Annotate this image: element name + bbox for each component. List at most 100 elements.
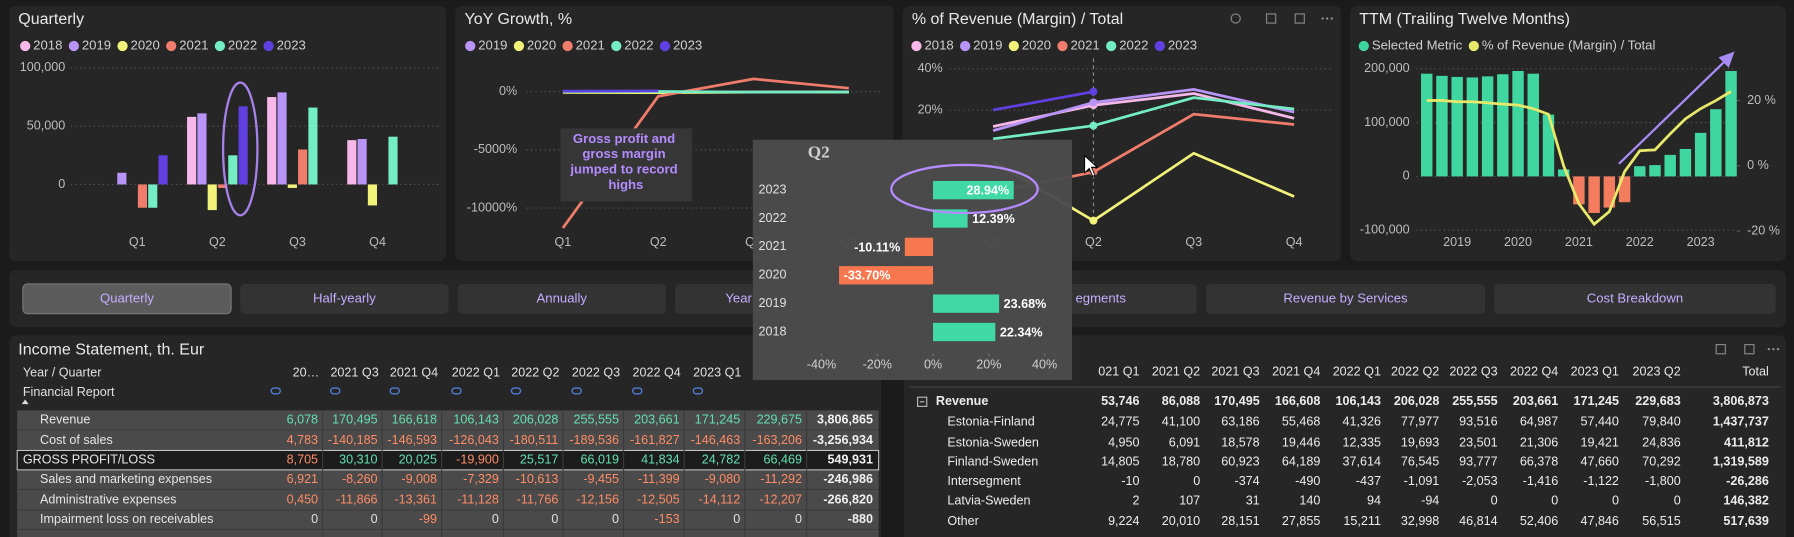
tab-button[interactable] <box>1205 283 1486 314</box>
tab-label: Year <box>725 290 752 305</box>
more-icon <box>1330 17 1333 20</box>
column-header: 2022 Q4 <box>1510 364 1558 378</box>
line <box>992 88 1295 132</box>
table-cell: -126,043 <box>449 433 499 447</box>
point <box>1089 216 1098 225</box>
more-icon <box>1767 348 1770 351</box>
y-tick-label: 2020 <box>759 268 787 282</box>
legend-label: 2018 <box>33 37 62 52</box>
line <box>992 90 1094 112</box>
table-cell: 19,421 <box>1580 435 1618 449</box>
legend-label: 2022 <box>1119 37 1148 52</box>
x-tick-label: 2022 <box>1626 235 1654 249</box>
table-cell: 171,245 <box>1573 394 1618 408</box>
table-cell: 14,805 <box>1101 455 1139 469</box>
table-cell: 0 <box>1674 494 1681 508</box>
bar <box>207 184 217 211</box>
legend-label: 2021 <box>179 37 208 52</box>
table-cell: 4,950 <box>1108 435 1139 449</box>
table-cell: 18,780 <box>1162 455 1200 469</box>
table-cell: 3,806,865 <box>817 412 873 426</box>
tab-button[interactable] <box>1494 283 1776 314</box>
tab-label: Revenue by Services <box>1283 290 1408 305</box>
table-cell: 15,211 <box>1343 514 1381 528</box>
table-cell: 140 <box>1299 494 1320 508</box>
row-label: Estonia-Sweden <box>947 435 1039 449</box>
table-cell: -3,256,934 <box>813 433 873 447</box>
x-tick-label: Q3 <box>1185 235 1202 249</box>
bar <box>1634 166 1646 177</box>
table-cell: 6,078 <box>287 412 318 426</box>
table-cell: 203,661 <box>1513 394 1558 408</box>
y-tick-label: 0 <box>58 177 65 191</box>
legend-swatch <box>1358 40 1369 52</box>
table-cell: -11,128 <box>457 493 499 507</box>
legend-label: 2022 <box>228 37 257 52</box>
table-cell: 0 <box>1193 474 1200 488</box>
legend-swatch <box>1057 40 1068 52</box>
table-cell: -2,053 <box>1462 474 1498 488</box>
table-cell: 146,382 <box>1723 494 1768 508</box>
row-label: Estonia-Finland <box>947 415 1034 429</box>
bar <box>1451 76 1463 177</box>
y-tick-label: -5000% <box>474 142 517 156</box>
column-header: 2022 Q2 <box>1391 364 1439 378</box>
table-cell: -490 <box>1295 474 1320 488</box>
table-cell: 229,683 <box>1635 394 1680 408</box>
table-cell: -163,206 <box>752 433 802 447</box>
bar <box>1466 77 1479 177</box>
y-tick-label: 0 <box>1403 169 1410 183</box>
tooltip-title: Q2 <box>808 142 830 161</box>
table-cell: 20,025 <box>399 452 437 466</box>
highlight-ellipse <box>221 81 259 217</box>
panel <box>9 5 447 262</box>
trend-arrow <box>1618 58 1728 165</box>
table-cell: 9,224 <box>1108 514 1139 528</box>
y-tick-label: 2023 <box>759 182 787 196</box>
table-cell: 6,091 <box>1169 435 1200 449</box>
bar <box>1603 176 1616 208</box>
data-label: -10.11% <box>854 240 900 254</box>
tab-button[interactable] <box>457 283 666 314</box>
table-cell: 37,614 <box>1342 455 1380 469</box>
table-cell: 549,931 <box>828 452 873 466</box>
table-cell: -11,399 <box>638 472 680 486</box>
visual-icon <box>1744 344 1755 355</box>
tab-label: Half-yearly <box>313 290 376 305</box>
y-tick-label: 2018 <box>759 324 787 338</box>
bar <box>347 140 357 185</box>
table-cell: -246,986 <box>823 472 873 486</box>
tab-button[interactable] <box>240 283 449 314</box>
tab-button[interactable] <box>22 283 232 315</box>
x-tick-label: Q4 <box>369 235 386 249</box>
table-cell: 0 <box>1551 494 1558 508</box>
x-tick-label: Q1 <box>129 235 146 249</box>
table-cell: 24,782 <box>702 452 740 466</box>
table-cell: 23,501 <box>1459 435 1497 449</box>
column-header: 2023 Q1 <box>693 366 741 380</box>
column-header: 2021 Q3 <box>1211 364 1259 378</box>
bar <box>388 136 398 185</box>
link-icon <box>270 387 281 395</box>
row-label: Impairment loss on receivables <box>40 512 213 526</box>
row-label: Sales and marketing expenses <box>40 472 212 486</box>
bar <box>1573 176 1585 205</box>
legend-swatch <box>611 40 622 52</box>
y-tick-label: 0 % <box>1747 158 1769 172</box>
table-cell: 517,639 <box>1723 514 1768 528</box>
table-cell: 255,555 <box>1452 394 1497 408</box>
legend-label: 2019 <box>973 37 1002 52</box>
table-cell: 166,608 <box>1275 394 1320 408</box>
chart-title: TTM (Trailing Twelve Months) <box>1359 11 1570 28</box>
table-body <box>17 410 879 537</box>
table-cell: 94 <box>1367 494 1381 508</box>
bar <box>1710 109 1722 177</box>
bar <box>187 116 197 185</box>
table-cell: 3,806,873 <box>1713 394 1769 408</box>
table-cell: 19,693 <box>1401 435 1439 449</box>
table-cell: 8,705 <box>287 452 318 466</box>
chart-title: Quarterly <box>18 11 84 28</box>
legend-swatch <box>166 40 177 52</box>
table-cell: 66,019 <box>580 452 618 466</box>
table-cell: 30,310 <box>339 452 377 466</box>
